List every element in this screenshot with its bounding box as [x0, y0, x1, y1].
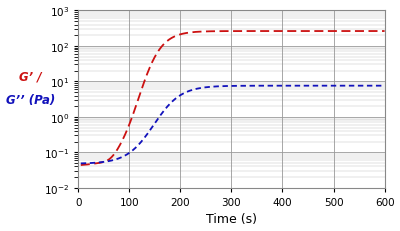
Text: G’ /: G’ / [20, 70, 42, 83]
X-axis label: Time (s): Time (s) [206, 213, 257, 225]
Text: G’’ (Pa): G’’ (Pa) [6, 93, 55, 106]
